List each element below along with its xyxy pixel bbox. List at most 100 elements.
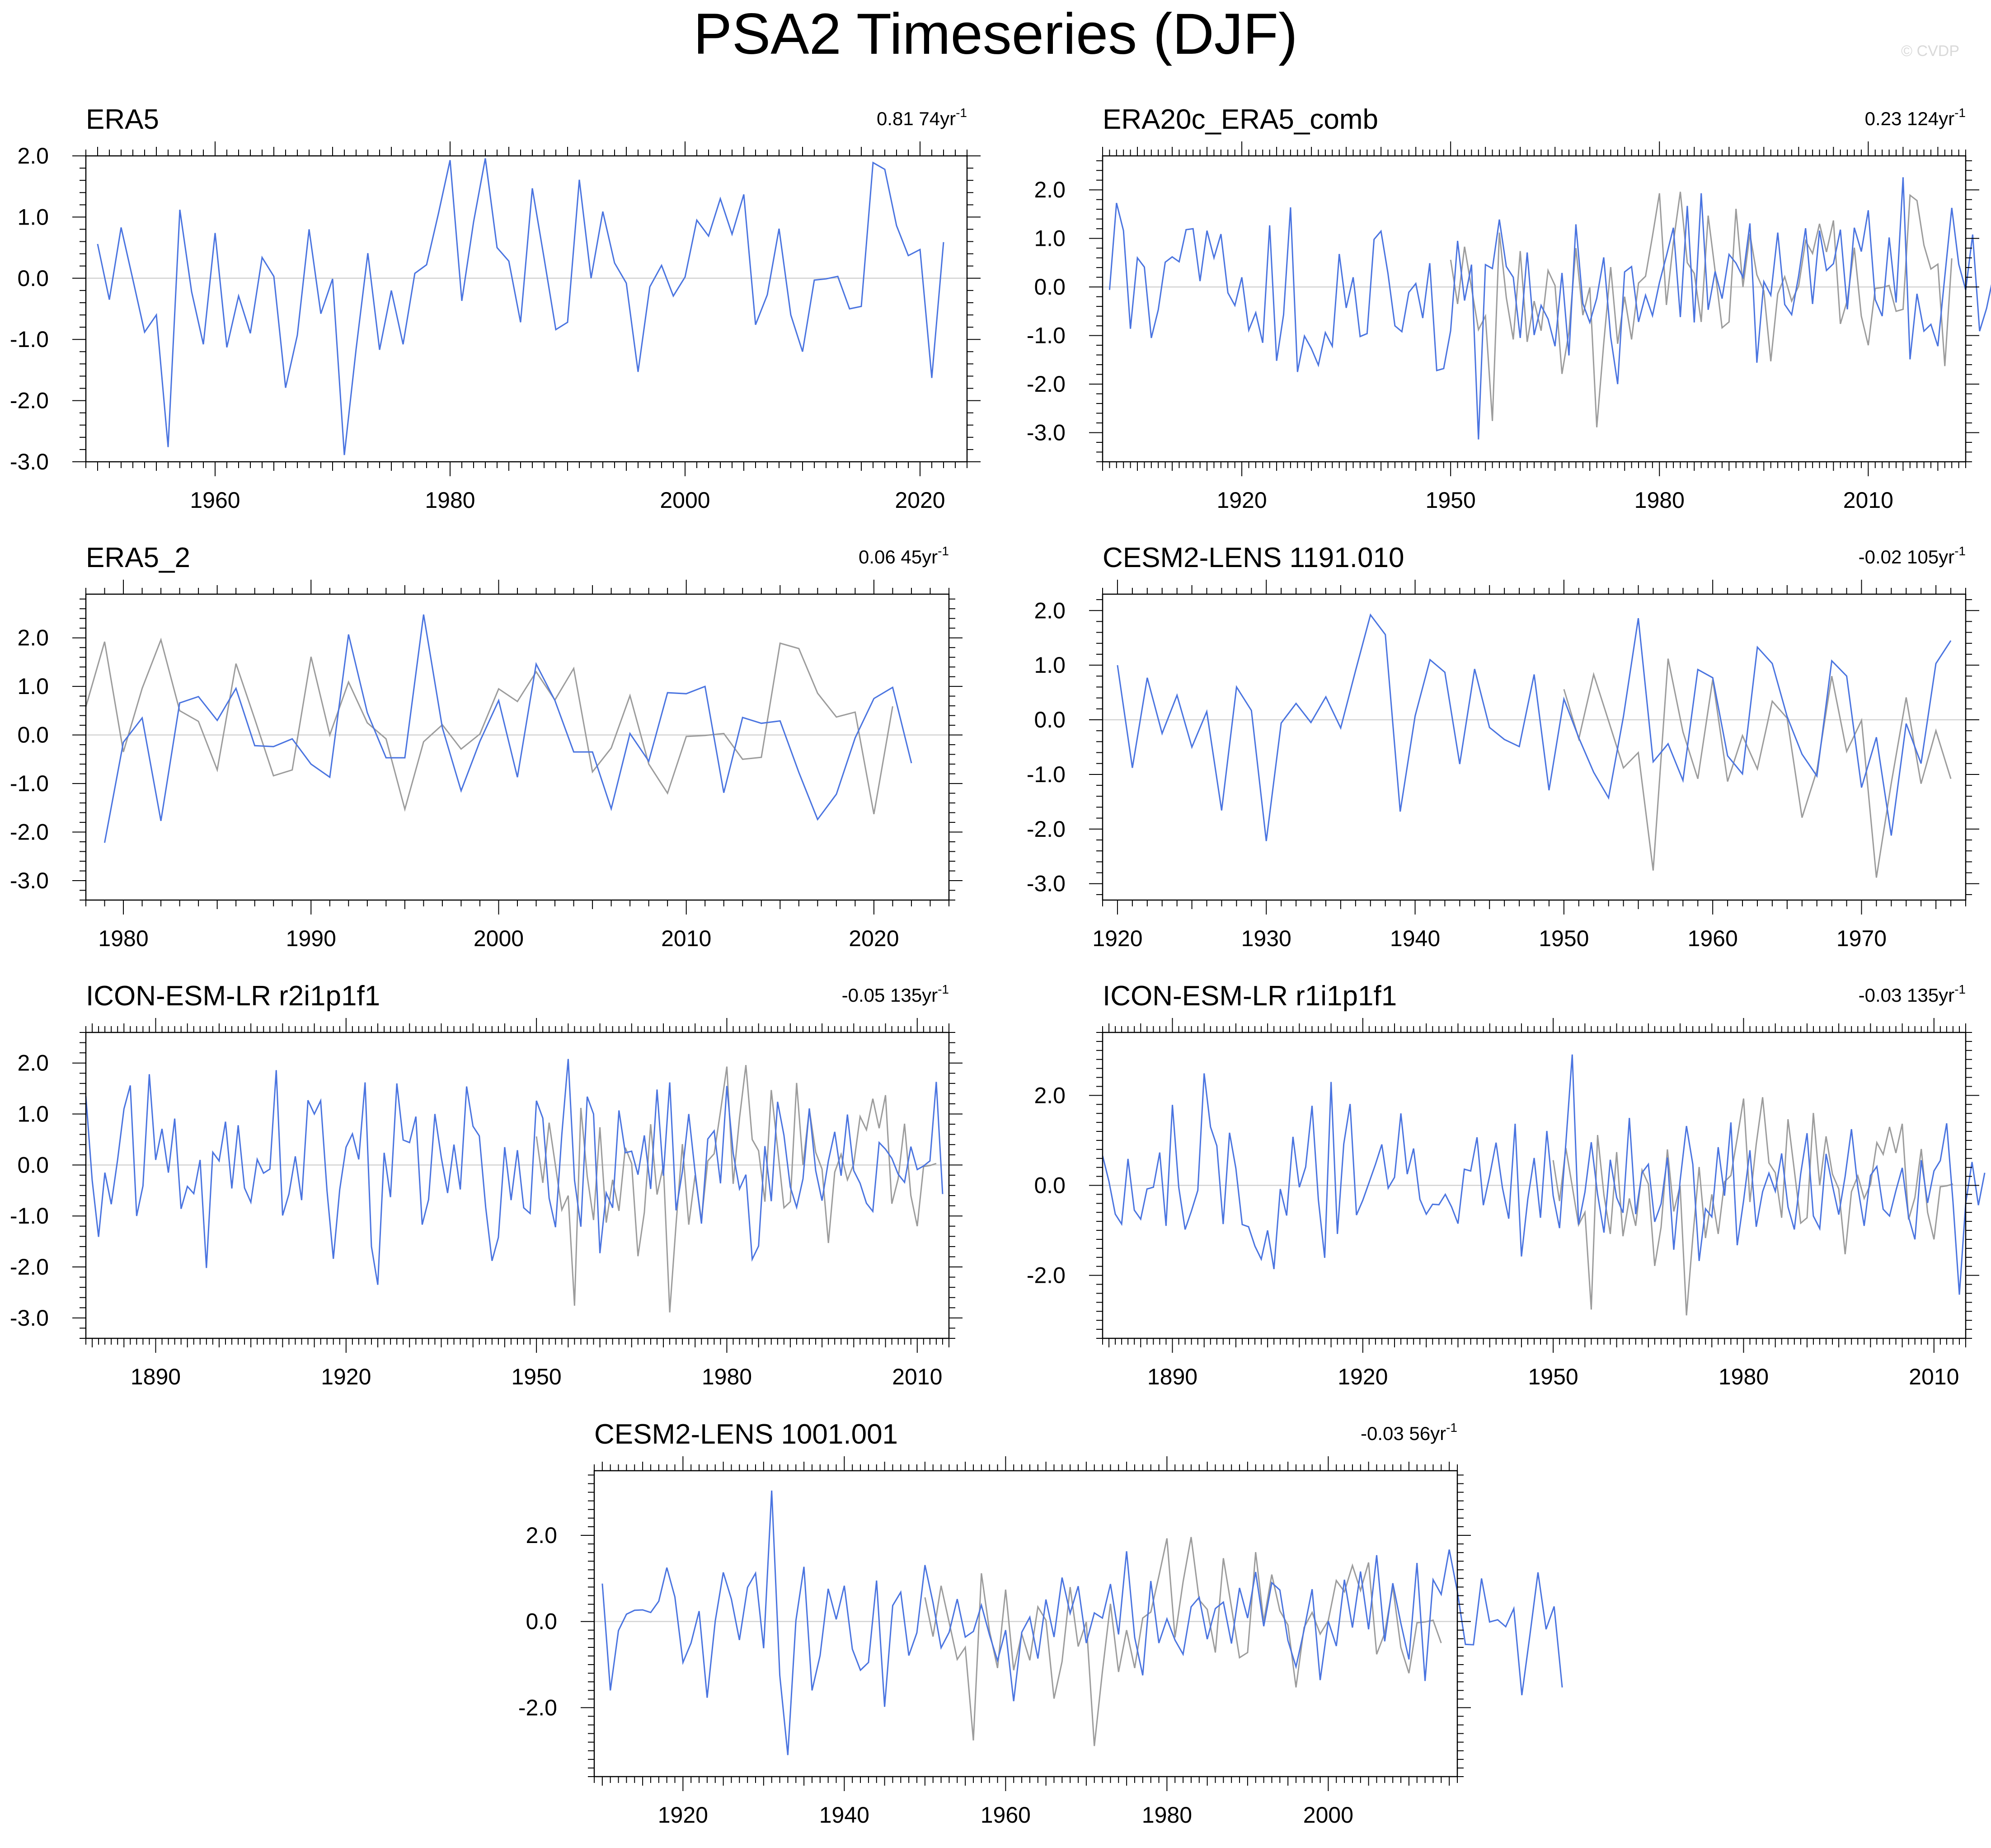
y-tick-label: -3.0 [1027,420,1066,446]
primary-series-line [97,158,944,455]
primary-series-line [1108,177,1991,440]
y-tick-label: 0.0 [17,1152,49,1177]
y-tick-label: 2.0 [526,1523,557,1548]
x-tick-label: 1980 [702,1364,752,1389]
x-tick-label: 1980 [425,488,475,513]
y-tick-label: 2.0 [1034,598,1066,623]
y-tick-label: -3.0 [1027,871,1066,896]
x-tick-label: 2010 [1909,1364,1959,1389]
x-tick-label: 1920 [658,1802,708,1828]
y-tick-label: -2.0 [10,820,49,845]
x-tick-label: 2000 [474,926,524,951]
x-tick-label: 1970 [1836,926,1887,951]
x-tick-label: 2000 [660,488,710,513]
trend-annotation: 0.81 74yr-1 [877,106,967,129]
page-title: PSA2 Timeseries (DJF) [693,2,1298,66]
y-tick-label: 1.0 [17,204,49,230]
y-tick-label: 0.0 [17,722,49,748]
primary-series-line [104,614,912,843]
y-tick-label: -2.0 [518,1695,557,1720]
panel-title: ERA5 [86,104,159,135]
x-tick-label: 1940 [1390,926,1440,951]
trend-annotation: -0.03 135yr-1 [1859,982,1966,1006]
primary-series-line [1102,1054,1986,1295]
y-tick-label: 2.0 [1034,1083,1066,1108]
x-tick-label: 2020 [895,488,945,513]
y-tick-label: 1.0 [1034,652,1066,678]
x-tick-label: 1890 [131,1364,181,1389]
primary-series-line [1117,613,1952,841]
panel-title: ERA5_2 [86,542,190,573]
x-tick-label: 1980 [1719,1364,1769,1389]
plot-frame [593,1470,1458,1778]
y-tick-label: 1.0 [17,1102,49,1127]
x-tick-label: 1960 [981,1802,1031,1828]
x-tick-label: 1930 [1241,926,1291,951]
y-tick-label: 2.0 [1034,177,1066,202]
x-tick-label: 2020 [849,926,899,951]
x-tick-label: 1890 [1147,1364,1197,1389]
panel-title: ERA20c_ERA5_comb [1103,104,1378,135]
y-tick-label: 0.0 [1034,1173,1066,1198]
trend-annotation: -0.03 56yr-1 [1361,1421,1457,1444]
y-tick-label: -2.0 [1027,816,1066,842]
y-tick-label: 0.0 [526,1609,557,1634]
reference-series-line [535,1065,937,1313]
y-tick-label: 0.0 [1034,707,1066,732]
x-tick-label: 1940 [819,1802,869,1828]
trend-annotation: -0.02 105yr-1 [1859,544,1966,568]
y-tick-label: 2.0 [17,1051,49,1076]
x-tick-label: 1920 [1092,926,1142,951]
x-tick-label: 1950 [1539,926,1589,951]
x-tick-label: 1920 [1216,488,1267,513]
y-tick-label: 0.0 [1034,274,1066,300]
plot-frame [85,155,968,463]
x-tick-label: 1950 [1426,488,1476,513]
y-tick-label: -1.0 [1027,323,1066,348]
y-tick-label: 1.0 [17,674,49,699]
y-tick-label: -3.0 [10,868,49,893]
x-tick-label: 2000 [1303,1802,1353,1828]
reference-series-line [1450,192,1953,427]
x-tick-label: 2010 [661,926,711,951]
x-tick-label: 1960 [1688,926,1738,951]
panel-title: CESM2-LENS 1191.010 [1103,542,1404,573]
x-tick-label: 1960 [190,488,240,513]
panel-title: ICON-ESM-LR r1i1p1f1 [1103,980,1397,1012]
y-tick-label: -3.0 [10,1305,49,1331]
y-tick-label: 2.0 [17,143,49,169]
primary-series-line [601,1490,1563,1755]
y-tick-label: -2.0 [10,1254,49,1280]
panel-title: CESM2-LENS 1001.001 [594,1419,898,1450]
reference-series-line [1552,1097,1953,1316]
y-tick-label: -1.0 [10,771,49,796]
x-tick-label: 1920 [1338,1364,1388,1389]
y-tick-label: -1.0 [1027,762,1066,787]
y-tick-label: -3.0 [10,449,49,474]
x-tick-label: 1980 [98,926,148,951]
reference-series-line [85,638,893,815]
panel-title: ICON-ESM-LR r2i1p1f1 [86,980,380,1012]
x-tick-label: 2010 [892,1364,942,1389]
x-tick-label: 1990 [286,926,336,951]
x-tick-label: 1950 [1528,1364,1578,1389]
x-tick-label: 1980 [1634,488,1685,513]
reference-series-line [924,1537,1442,1746]
y-tick-label: 1.0 [1034,226,1066,251]
trend-annotation: -0.05 135yr-1 [842,982,949,1006]
y-tick-label: -2.0 [1027,1263,1066,1288]
y-tick-label: 0.0 [17,266,49,291]
copyright-text: © CVDP [1901,42,1959,60]
x-tick-label: 1950 [512,1364,562,1389]
primary-series-line [85,1059,944,1285]
reference-series-line [1563,658,1952,878]
y-tick-label: -1.0 [10,327,49,352]
y-tick-label: -2.0 [1027,371,1066,397]
